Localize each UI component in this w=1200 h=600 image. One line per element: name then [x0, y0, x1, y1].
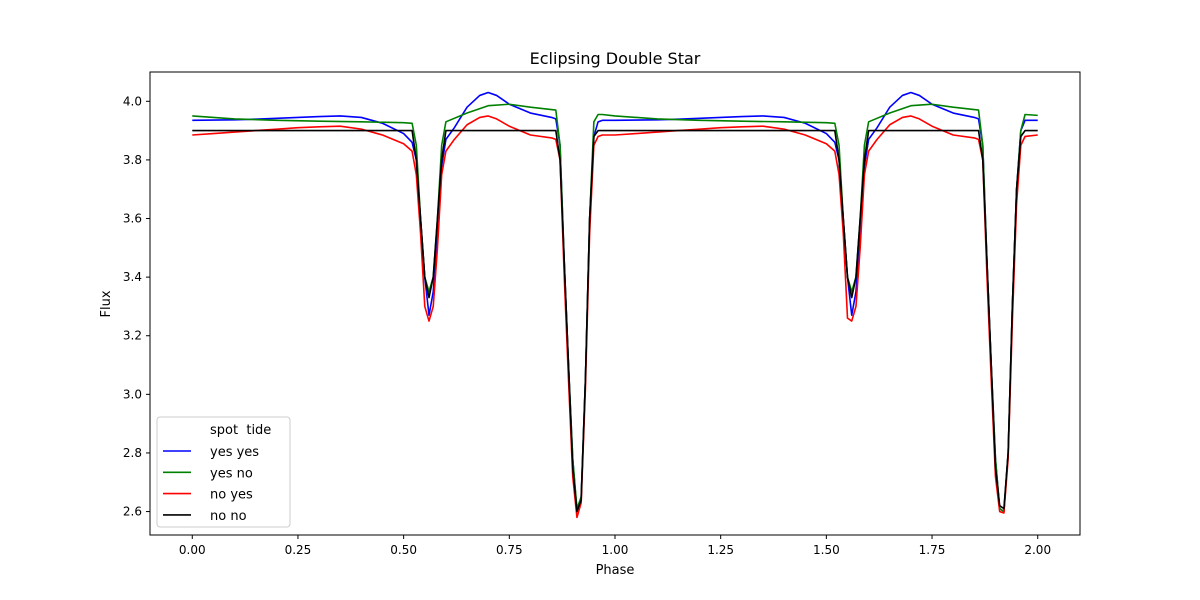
- x-tick-label: 1.75: [919, 543, 946, 557]
- y-axis-title: Flux: [99, 290, 114, 317]
- x-axis: 0.00 0.25 0.50 0.75 1.00 1.25 1.50 1.75 2.00: [179, 535, 1051, 557]
- x-tick-label: 0.75: [496, 543, 523, 557]
- chart-title: Eclipsing Double Star: [530, 49, 701, 68]
- series-layer: [192, 91, 1038, 519]
- x-tick-label: 1.50: [813, 543, 840, 557]
- legend-entry-label: yes yes: [210, 445, 259, 460]
- legend-header: spot tide: [210, 423, 271, 438]
- y-tick-label: 3.2: [123, 329, 142, 343]
- y-tick-label: 3.6: [123, 212, 142, 226]
- series-line-3: [192, 129, 1038, 513]
- legend: spot tide yes yes yes no no yes no no: [156, 416, 291, 528]
- legend-entry-label: yes no: [210, 466, 253, 481]
- y-axis: 2.6 2.8 3.0 3.2 3.4 3.6 3.8 4.0: [123, 94, 150, 519]
- x-tick-label: 0.50: [390, 543, 417, 557]
- y-tick-label: 4.0: [123, 94, 142, 108]
- x-tick-label: 1.25: [707, 543, 734, 557]
- y-tick-label: 2.6: [123, 505, 142, 519]
- x-tick-label: 1.00: [602, 543, 629, 557]
- y-tick-label: 3.4: [123, 270, 142, 284]
- legend-entry-label: no no: [210, 509, 247, 524]
- y-tick-label: 3.0: [123, 387, 142, 401]
- y-tick-label: 3.8: [123, 153, 142, 167]
- legend-box: [156, 416, 291, 528]
- legend-entry-label: no yes: [210, 488, 253, 503]
- x-tick-label: 2.00: [1024, 543, 1051, 557]
- x-tick-label: 0.00: [179, 543, 206, 557]
- x-tick-label: 0.25: [285, 543, 312, 557]
- series-line-2: [192, 115, 1038, 519]
- y-tick-label: 2.8: [123, 446, 142, 460]
- x-axis-title: Phase: [596, 563, 635, 578]
